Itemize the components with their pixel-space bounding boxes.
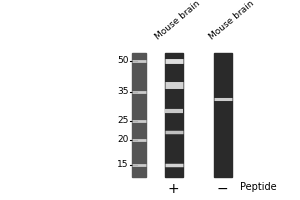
Text: 25: 25	[117, 116, 128, 125]
Bar	[165, 53, 183, 177]
Text: Mouse brain: Mouse brain	[207, 0, 256, 42]
Text: 20: 20	[117, 135, 128, 144]
Bar	[133, 53, 146, 177]
Text: Mouse brain: Mouse brain	[153, 0, 202, 42]
Text: +: +	[168, 182, 180, 196]
Bar	[214, 53, 232, 177]
Text: 15: 15	[117, 160, 128, 169]
Text: 35: 35	[117, 87, 128, 96]
Text: Peptide: Peptide	[240, 182, 277, 192]
Text: −: −	[217, 182, 229, 196]
Text: 50: 50	[117, 56, 128, 65]
